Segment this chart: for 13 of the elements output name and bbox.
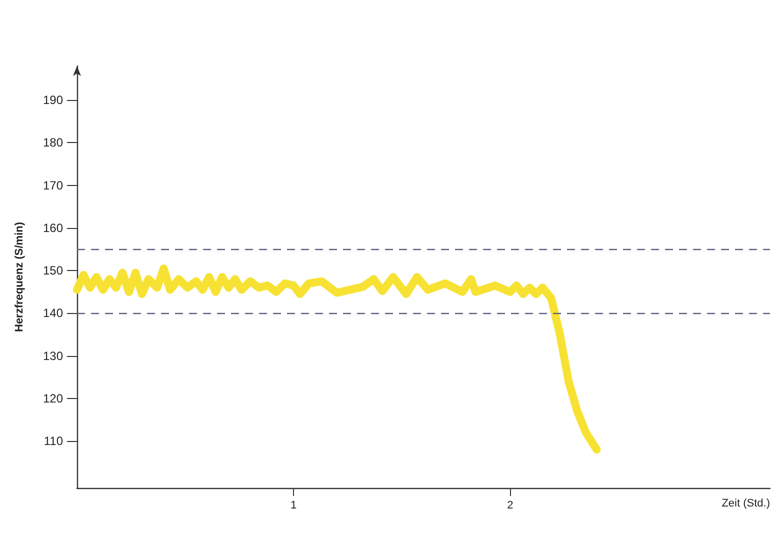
x-tick-label: 1: [290, 500, 297, 512]
y-tick-label: 150: [42, 264, 64, 278]
y-tick-label: 190: [42, 93, 64, 108]
y-tick-label: 140: [42, 306, 64, 320]
y-tick-label: 170: [42, 178, 64, 192]
x-tick-label: 2: [507, 500, 514, 512]
x-axis-title: Zeit (Std.): [722, 498, 770, 510]
y-tick-label: 110: [44, 434, 64, 448]
y-tick-label: 130: [42, 348, 64, 363]
y-tick-label: 180: [42, 136, 64, 150]
y-tick-label: 160: [42, 220, 64, 235]
y-tick-label: 120: [42, 391, 64, 406]
y-axis-title: Herzfrequenz (S/min): [14, 222, 26, 332]
